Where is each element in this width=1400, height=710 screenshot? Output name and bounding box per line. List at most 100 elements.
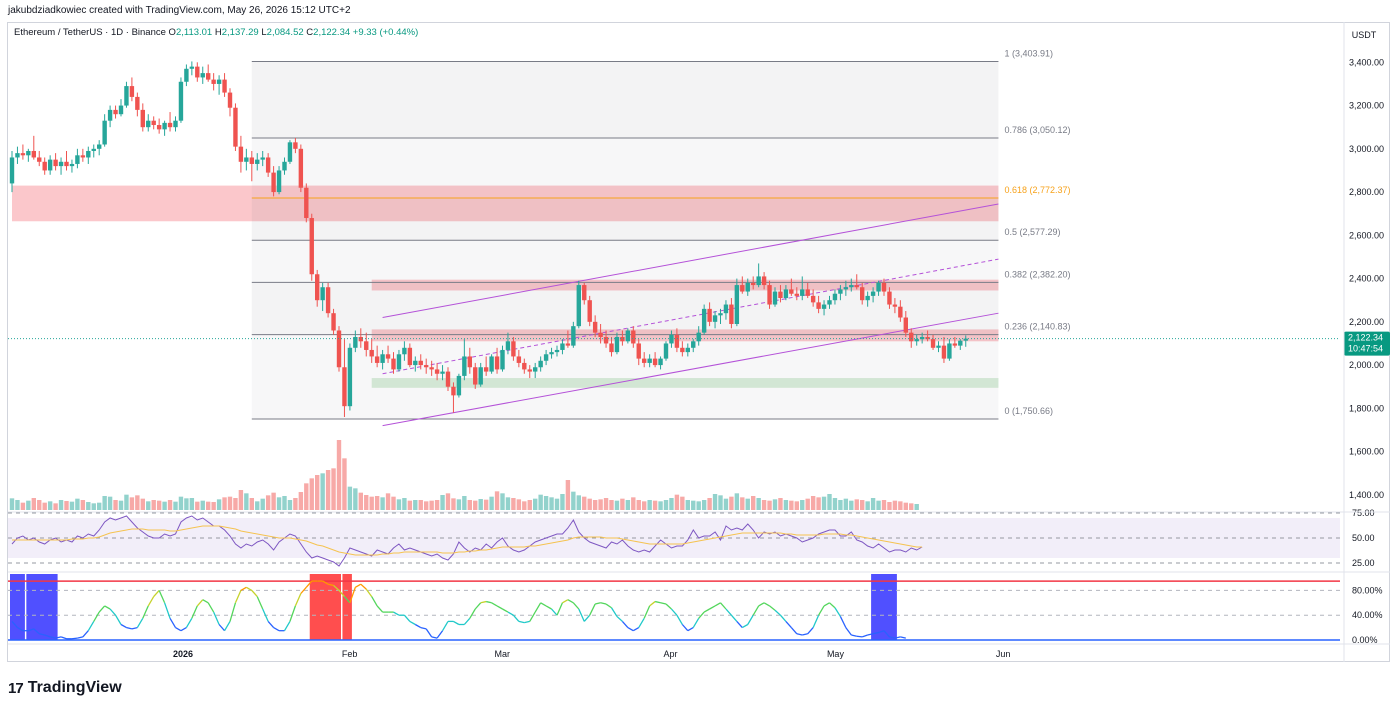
candle-body xyxy=(592,321,598,333)
volume-bar xyxy=(821,496,827,510)
time-axis-label: Apr xyxy=(663,649,677,659)
oscillator-line-segment xyxy=(234,590,242,604)
candle-body xyxy=(870,291,876,296)
fib-label-1: 0.786 (3,050.12) xyxy=(1004,125,1070,135)
oscillator-line-segment xyxy=(785,620,792,629)
open-label: O xyxy=(168,27,176,38)
volume-bar xyxy=(892,500,898,510)
volume-bar xyxy=(407,500,413,510)
oscillator-line-segment xyxy=(714,602,721,607)
volume-bar xyxy=(860,500,865,510)
oscillator-line-segment xyxy=(589,603,596,616)
oscillator-line-segment xyxy=(670,608,678,616)
volume-bar xyxy=(434,500,440,510)
candle-body xyxy=(549,352,554,355)
candle-body xyxy=(489,356,494,372)
oscillator-line-segment xyxy=(839,616,847,628)
oscillator-line-segment xyxy=(114,614,122,625)
oscillator-line-segment xyxy=(583,614,591,622)
volume-bar xyxy=(849,500,854,510)
candle-body xyxy=(647,358,652,363)
fib-label-4: 0.382 (2,382.20) xyxy=(1004,269,1070,279)
candle-body xyxy=(685,347,690,353)
candle-body xyxy=(173,120,178,128)
candle-body xyxy=(478,367,483,385)
volume-bar xyxy=(767,500,772,510)
brand-name: TradingView xyxy=(27,679,122,696)
candle-body xyxy=(903,317,908,333)
attribution-text: jakubdziadkowiec created with TradingVie… xyxy=(8,5,351,16)
candle-body xyxy=(178,81,184,121)
volume-bar xyxy=(554,498,560,510)
volume-bar xyxy=(696,501,701,510)
volume-bar xyxy=(402,498,407,510)
candle-body xyxy=(140,109,145,128)
candle-body xyxy=(751,282,756,286)
candle-body xyxy=(424,365,429,368)
oscillator-line-segment xyxy=(207,602,215,613)
candle-body xyxy=(227,92,233,108)
candle-body xyxy=(810,295,816,303)
candle-body xyxy=(271,172,276,193)
high-label: H xyxy=(214,27,222,38)
low-value: 2,084.52 xyxy=(266,27,304,38)
volume-bar xyxy=(701,500,707,510)
candle-body xyxy=(407,347,413,366)
volume-bar xyxy=(903,502,908,510)
oscillator-line-segment xyxy=(469,608,476,619)
oscillator-line-segment xyxy=(131,626,138,630)
currency-button[interactable]: USDT xyxy=(1351,30,1377,40)
oscillator-line-segment xyxy=(627,627,634,632)
candle-body xyxy=(287,142,293,162)
candle-body xyxy=(325,287,331,314)
volume-bar xyxy=(396,499,402,510)
volume-bar xyxy=(135,495,140,510)
candle-body xyxy=(603,336,609,344)
candle-body xyxy=(467,356,472,368)
oscillator-line-segment xyxy=(262,608,269,622)
oscillator-line-segment xyxy=(33,628,40,635)
rsi-ma-line xyxy=(12,525,923,556)
volume-bar xyxy=(494,491,500,510)
volume-bar xyxy=(304,483,309,510)
volume-bar xyxy=(424,501,429,510)
time-axis-label: Mar xyxy=(495,649,511,659)
volume-bar xyxy=(347,486,353,510)
candle-body xyxy=(669,334,674,344)
volume-bar xyxy=(680,496,685,510)
candle-body xyxy=(625,330,631,342)
candle-body xyxy=(761,276,767,286)
volume-bar xyxy=(189,498,195,510)
candle-body xyxy=(767,285,772,305)
fib-band-0 xyxy=(251,61,999,138)
candle-body xyxy=(206,73,211,80)
candle-body xyxy=(265,157,271,173)
volume-bar xyxy=(9,498,15,510)
volume-bar xyxy=(271,492,276,510)
oscillator-line-segment xyxy=(300,586,307,594)
volume-bar xyxy=(391,496,396,510)
volume-bar xyxy=(97,502,102,510)
oscillator-line-segment xyxy=(202,599,209,604)
candle-body xyxy=(892,304,898,307)
candle-body xyxy=(963,338,968,341)
volume-bar xyxy=(527,500,532,510)
oscillator-line-segment xyxy=(736,620,743,629)
candle-body xyxy=(440,371,445,374)
volume-bar xyxy=(418,500,423,510)
candle-body xyxy=(941,345,947,359)
candle-body xyxy=(15,153,20,158)
candle-body xyxy=(255,159,260,164)
tradingview-brand[interactable]: 17 TradingView xyxy=(8,679,122,697)
candle-body xyxy=(696,332,701,342)
volume-bar xyxy=(881,500,887,510)
volume-bar xyxy=(592,500,598,510)
volume-bar xyxy=(674,494,680,510)
oscillator-line-segment xyxy=(191,605,198,619)
symbol-title[interactable]: Ethereum / TetherUS · 1D · Binance xyxy=(14,27,166,38)
volume-bar xyxy=(353,488,358,510)
oscillator-line-segment xyxy=(333,584,340,591)
candle-body xyxy=(876,282,881,292)
oscillator-line-segment xyxy=(518,620,525,624)
